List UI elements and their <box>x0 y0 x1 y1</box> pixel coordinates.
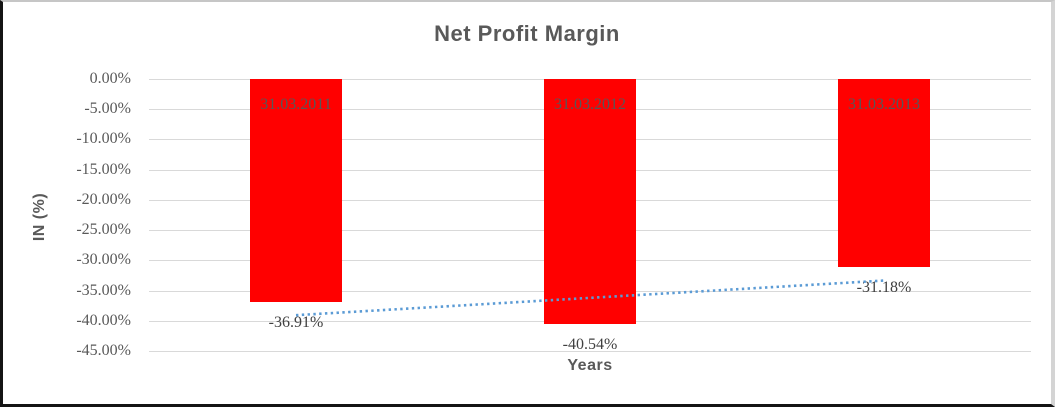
bar: 31.03.2012 <box>544 79 636 325</box>
y-tick-label: 0.00% <box>89 70 131 87</box>
bar: 31.03.2011 <box>250 79 342 303</box>
bar-category-label: 31.03.2012 <box>554 96 626 113</box>
y-tick-label: -15.00% <box>76 160 131 178</box>
bar: 31.03.2013 <box>838 79 930 268</box>
y-tick-label: -10.00% <box>76 130 131 148</box>
plot-area: 31.03.2011 -36.91% 31.03.2012 -40.54% 31.03.… <box>149 79 1031 354</box>
y-tick-label: -25.00% <box>76 221 131 239</box>
y-tick-label: -20.00% <box>76 190 131 208</box>
y-tick-label: -30.00% <box>76 251 131 269</box>
trendline-svg <box>295 279 885 317</box>
bar-value-label: -36.91% <box>268 314 324 332</box>
trendline <box>295 279 885 317</box>
y-tick-label: -45.00% <box>76 342 131 359</box>
x-axis-title: Years <box>567 357 613 374</box>
chart-title: Net Profit Margin <box>434 21 620 46</box>
gridline <box>149 351 1031 352</box>
bar-category-label: 31.03.2011 <box>260 96 332 113</box>
y-tick-label: -35.00% <box>76 281 131 299</box>
bar-category-label: 31.03.2013 <box>848 96 920 113</box>
bar-value-label: -31.18% <box>856 279 912 297</box>
y-tick-label: -40.00% <box>76 311 131 329</box>
y-tick-label: -5.00% <box>84 100 131 118</box>
bar-value-label: -40.54% <box>562 336 618 354</box>
